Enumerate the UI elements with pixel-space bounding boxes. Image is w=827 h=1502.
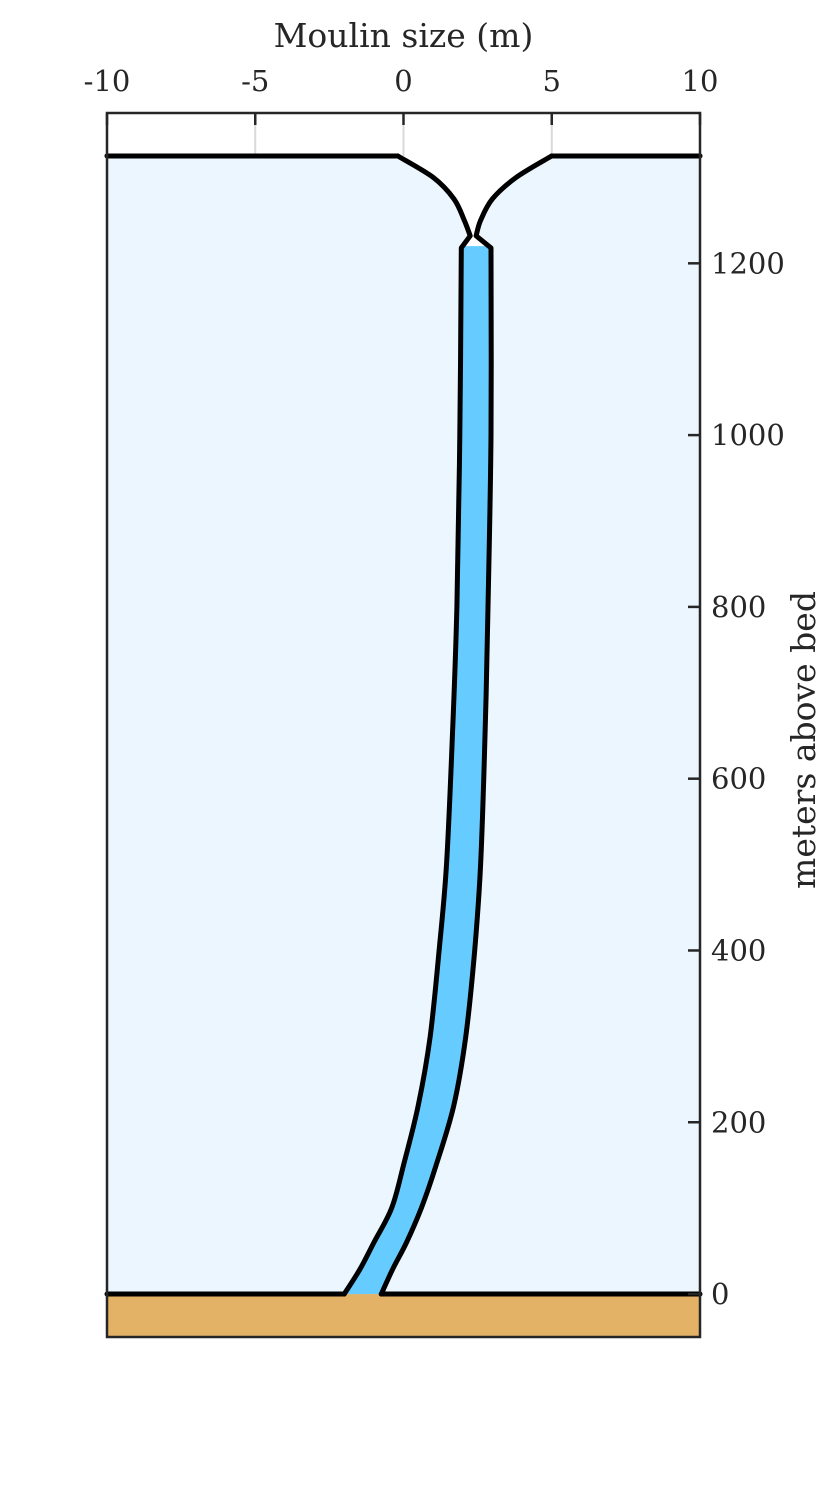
y-tick-label: 800 [711,590,766,624]
y-tick-label: 600 [711,762,766,796]
x-tick-label: 5 [543,64,561,98]
x-tick-label: 0 [394,64,412,98]
moulin-water-fill [344,246,492,1295]
x-tick-label: -5 [241,64,269,98]
y-axis-ticks: 0 200 400 600 800 1000 1200 [688,246,785,1311]
moulin-left-wall [341,153,473,1297]
y-tick-label: 400 [711,933,766,967]
y-tick-label: 1200 [711,246,785,280]
y-tick-label: 1000 [711,418,785,452]
bedrock-region [107,1294,700,1337]
x-axis-label: Moulin size (m) [274,16,534,55]
x-axis-ticks: -10 -5 0 5 10 [84,64,719,125]
y-tick-label: 200 [711,1105,766,1139]
x-tick-label: -10 [84,64,131,98]
y-axis-label: meters above bed [784,591,823,889]
x-tick-label: 10 [682,64,719,98]
y-tick-label: 0 [711,1277,729,1311]
ice-region [107,155,700,1295]
moulin-right-wall [378,153,555,1297]
